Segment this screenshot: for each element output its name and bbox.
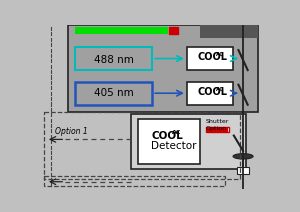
Text: AC: AC	[216, 52, 224, 57]
Bar	[131, 114, 246, 169]
Text: COOL: COOL	[152, 131, 183, 141]
Text: Shutter
Option: Shutter Option	[206, 119, 230, 131]
Bar	[187, 47, 233, 70]
Text: COOL: COOL	[198, 87, 228, 97]
Bar	[169, 27, 178, 34]
Ellipse shape	[233, 154, 253, 159]
Bar	[138, 119, 200, 164]
Text: 405 nm: 405 nm	[94, 88, 134, 98]
Text: Detector: Detector	[152, 141, 197, 151]
Bar	[44, 176, 225, 186]
Text: Option 1: Option 1	[55, 127, 88, 136]
Bar	[75, 82, 152, 105]
Text: AC: AC	[216, 87, 224, 92]
Bar	[75, 27, 168, 34]
Bar	[68, 25, 259, 112]
Text: AC: AC	[172, 130, 182, 135]
Bar	[207, 128, 228, 132]
Text: COOL: COOL	[198, 52, 228, 62]
Bar	[200, 25, 259, 38]
Bar	[44, 112, 240, 179]
Bar	[75, 47, 152, 70]
Bar	[38, 25, 68, 189]
Text: 488 nm: 488 nm	[94, 55, 134, 65]
Bar	[237, 167, 249, 174]
Bar	[187, 82, 233, 105]
Bar	[206, 127, 229, 132]
